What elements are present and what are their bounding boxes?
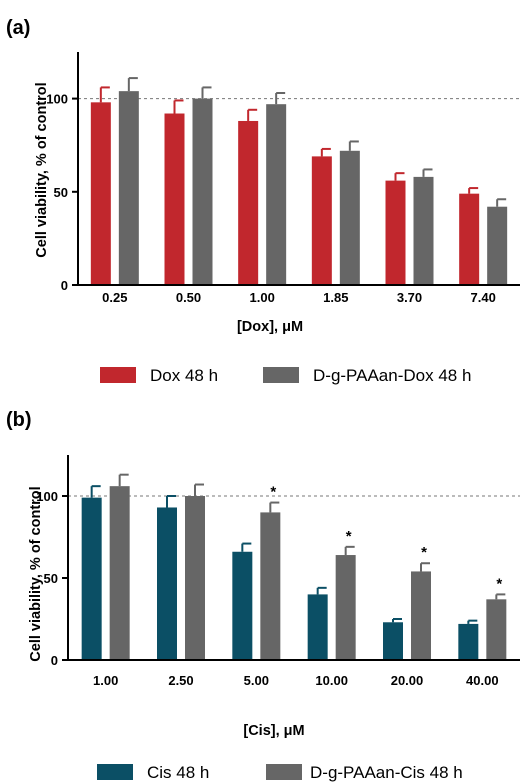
panel-a-bar-s0-5 xyxy=(459,193,480,285)
panel-b-y-axis-title: Cell viability, % of control xyxy=(28,486,44,661)
panel-a-error-bar-s1-4 xyxy=(422,168,433,177)
panel-b-error-bar-s1-2 xyxy=(269,501,280,513)
panel-b-label: (b) xyxy=(6,409,32,431)
panel-a-error-bar-s0-1 xyxy=(173,99,184,114)
panel-a-error-bar-s0-3 xyxy=(320,147,331,157)
panel-b-x-axis-title: [Cis], μM xyxy=(243,723,304,739)
panel-a-bar-s0-4 xyxy=(385,180,406,285)
panel-b-bar-s0-2 xyxy=(232,551,253,660)
panel-a-x-tick-label-1: 0.50 xyxy=(176,290,201,305)
panel-b-legend-swatch-cis xyxy=(97,764,133,780)
panel-b-significance-marker-3: * xyxy=(346,528,352,545)
panel-a-bar-s1-1 xyxy=(192,98,213,285)
panel-b-x-tick-label-2: 5.00 xyxy=(244,673,269,688)
panel-a-x-tick-label-0: 0.25 xyxy=(102,290,127,305)
panel-b-bar-s1-0 xyxy=(109,486,130,660)
panel-b-error-bar-s0-1 xyxy=(166,495,176,508)
panel-b-y-tick-label-1: 50 xyxy=(44,571,58,586)
panel-a-bar-s0-2 xyxy=(238,120,259,285)
panel-b-error-bar-s0-0 xyxy=(90,485,101,498)
panel-b-bar-s0-3 xyxy=(307,594,328,660)
panel-a-error-bar-s1-0 xyxy=(127,77,138,92)
panel-b-error-bar-s1-0 xyxy=(118,473,129,487)
panel-a-legend-swatch-dox xyxy=(100,367,136,383)
panel-b-significance-marker-2: * xyxy=(270,484,276,501)
panel-a-x-tick-label-4: 3.70 xyxy=(397,290,422,305)
panel-b-bar-s1-5 xyxy=(486,599,507,660)
panel-a-legend: Dox 48 h D-g-PAAan-Dox 48 h xyxy=(100,366,471,385)
panel-a-y-axis-title: Cell viability, % of control xyxy=(34,82,50,257)
panel-b-bar-s1-3 xyxy=(335,555,356,660)
panel-a-x-axis-title: [Dox], μM xyxy=(237,319,303,335)
panel-a-error-bar-s1-3 xyxy=(348,140,359,151)
panel-b-bar-s0-5 xyxy=(458,623,479,660)
panel-b-error-bar-s0-3 xyxy=(316,586,327,595)
panel-a-legend-swatch-conjugate xyxy=(263,367,299,383)
panel-b-x-tick-label-0: 1.00 xyxy=(93,673,118,688)
panel-a-y-tick-label-2: 100 xyxy=(46,92,68,107)
panel-a-error-bar-s0-2 xyxy=(247,108,258,121)
panel-b-legend-swatch-conjugate xyxy=(266,764,302,780)
panel-b-bar-s0-0 xyxy=(81,497,102,660)
panel-b-y-tick-label-2: 100 xyxy=(36,489,58,504)
panel-a-label: (a) xyxy=(6,17,30,39)
panel-b-error-bar-s1-3 xyxy=(344,545,355,556)
panel-b-error-bar-s0-4 xyxy=(392,618,402,623)
panel-a-bar-s0-1 xyxy=(164,113,185,286)
panel-b-error-bar-s0-5 xyxy=(467,619,478,624)
panel-a-error-bar-s1-1 xyxy=(201,86,212,99)
panel-b-bar-s1-4 xyxy=(411,571,431,660)
panel-b-significance-marker-4: * xyxy=(421,544,427,561)
panel-b-error-bar-s1-4 xyxy=(420,562,430,572)
panel-a: (a) Cell viability, % of control 0.25 0.5… xyxy=(6,17,520,385)
panel-a-error-bar-s0-0 xyxy=(99,86,110,103)
panel-a-x-tick-label-2: 1.00 xyxy=(250,290,275,305)
panel-b-bar-s0-1 xyxy=(157,507,177,660)
panel-a-bar-s0-0 xyxy=(90,102,111,285)
panel-a-error-bar-s1-2 xyxy=(275,92,286,105)
panel-a-bar-s1-0 xyxy=(118,91,139,285)
panel-b-error-bar-s0-2 xyxy=(241,542,252,552)
panel-b: (b) Cell viability, % of control * * * * 1.… xyxy=(6,409,520,782)
panel-b-x-tick-label-1: 2.50 xyxy=(168,673,193,688)
panel-b-bar-s0-4 xyxy=(383,622,403,660)
panel-b-error-bar-s1-1 xyxy=(194,483,204,496)
panel-a-bar-s1-4 xyxy=(413,176,434,285)
panel-a-error-bar-s0-5 xyxy=(468,187,479,194)
panel-b-bar-s1-2 xyxy=(260,512,281,660)
panel-a-y-tick-label-0: 0 xyxy=(61,278,68,293)
panel-a-bar-s1-3 xyxy=(339,150,360,285)
panel-a-x-tick-label-5: 7.40 xyxy=(471,290,496,305)
panel-b-legend: Cis 48 h D-g-PAAan-Cis 48 h xyxy=(97,763,463,782)
panel-b-error-bar-s1-5 xyxy=(495,593,506,600)
panel-b-legend-label-cis: Cis 48 h xyxy=(147,763,209,782)
panel-a-bar-s0-3 xyxy=(311,156,332,285)
panel-b-y-tick-label-0: 0 xyxy=(51,653,58,668)
panel-a-error-bar-s0-4 xyxy=(394,172,405,181)
panel-a-bar-s1-5 xyxy=(487,206,508,285)
panel-a-error-bar-s1-5 xyxy=(496,198,507,207)
panel-a-y-tick-label-1: 50 xyxy=(54,185,68,200)
panel-a-legend-label-dox: Dox 48 h xyxy=(150,366,218,385)
panel-b-bar-s1-1 xyxy=(185,496,205,660)
panel-a-bar-s1-2 xyxy=(266,104,287,285)
panel-b-significance-marker-5: * xyxy=(496,575,502,592)
panel-b-legend-label-conjugate: D-g-PAAan-Cis 48 h xyxy=(310,763,463,782)
panel-b-x-tick-label-4: 20.00 xyxy=(391,673,424,688)
panel-b-x-tick-label-5: 40.00 xyxy=(466,673,499,688)
panel-a-x-tick-label-3: 1.85 xyxy=(323,290,348,305)
panel-a-legend-label-conjugate: D-g-PAAan-Dox 48 h xyxy=(313,366,471,385)
panel-b-x-tick-label-3: 10.00 xyxy=(315,673,348,688)
